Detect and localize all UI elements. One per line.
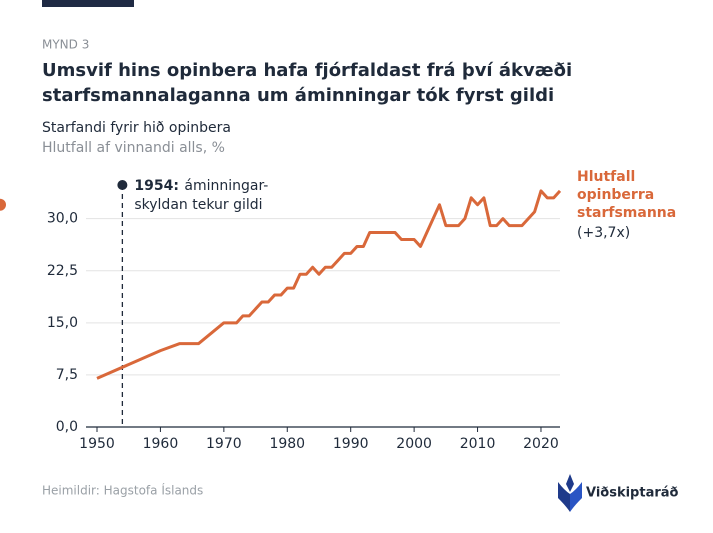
brand: Viðskiptaráð [586,486,679,501]
y-label: Hlutfall af vinnandi alls, % [42,140,225,156]
subtitle: Starfandi fyrir hið opinbera [42,120,231,136]
x-tick-label: 2020 [523,436,559,452]
y-tick-label: 15,0 [47,315,78,331]
y-tick-label: 22,5 [47,263,78,279]
end-dot [0,198,6,211]
annotation-text: áminningar- [184,178,268,194]
y-tick-label: 7,5 [56,367,78,383]
series-label: opinberra [577,187,654,203]
annotation-text: skyldan tekur gildi [134,197,262,213]
figure-label: MYND 3 [42,38,89,52]
x-tick-label: 1970 [206,436,242,452]
series-label: starfsmanna [577,205,676,221]
source: Heimildir: Hagstofa Íslands [42,483,203,498]
x-tick-label: 2010 [460,436,496,452]
y-tick-label: 30,0 [47,211,78,227]
change-label: (+3,7x) [577,225,630,241]
x-tick-label: 1980 [269,436,305,452]
x-tick-label: 1950 [79,436,115,452]
annotation-label: 1954: [134,178,179,194]
x-tick-label: 1990 [333,436,369,452]
x-tick-label: 2000 [396,436,432,452]
top-bar [42,0,134,7]
title: starfsmannalaganna um áminningar tók fyr… [42,85,554,106]
annotation-dot [117,180,128,190]
logo [558,474,582,512]
y-tick-label: 0,0 [56,419,78,435]
title: Umsvif hins opinbera hafa fjórfaldast fr… [42,60,572,81]
series-label: Hlutfall [577,169,635,185]
x-tick-label: 1960 [143,436,179,452]
series-line [96,189,562,380]
